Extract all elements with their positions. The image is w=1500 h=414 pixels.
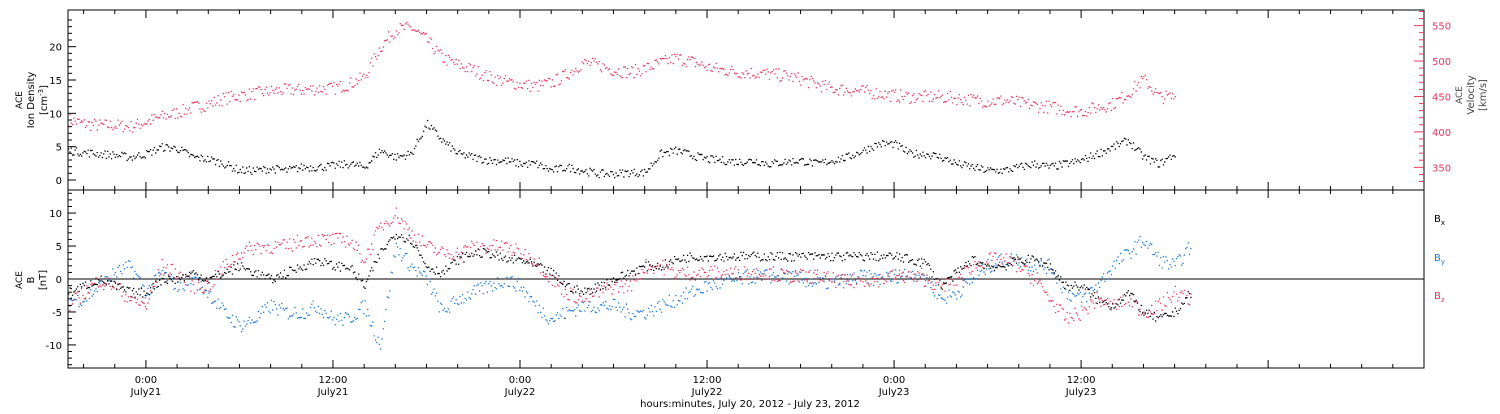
top-left-ylabel-unit: [cm [39, 96, 50, 115]
top-left-ylabel-close: ] [39, 85, 50, 89]
bottom-left-tick-label: -10 [46, 341, 62, 352]
top-left-ylabel: ACE Ion Density [cm-3] [15, 72, 50, 129]
axis-ticks: 05101520350400450500550-10-505100:00July… [46, 10, 1451, 398]
density-points [68, 119, 1176, 179]
top-right-ylabel-line2: Velocity [1466, 75, 1477, 114]
top-right-tick-label: 550 [1432, 22, 1451, 33]
x-tick-date-label: July21 [317, 387, 349, 398]
bottom-left-ylabel: ACE B [nT] [15, 270, 49, 290]
bottom-left-tick-label: 5 [56, 242, 62, 253]
bottom-left-ylabel-line3: [nT] [38, 270, 49, 290]
legend-bz: Bz [1434, 291, 1445, 304]
legend-bx: Bx [1434, 214, 1445, 227]
x-tick-date-label: July23 [1065, 387, 1097, 398]
x-tick-time-label: 12:00 [319, 375, 348, 386]
x-tick-date-label: July23 [878, 387, 910, 398]
legend-by-base: B [1434, 253, 1441, 264]
bz-points [68, 207, 1192, 324]
top-right-tick-label: 500 [1432, 57, 1451, 68]
top-left-ylabel-line2: Ion Density [26, 72, 37, 129]
legend-by-sub: y [1441, 258, 1445, 266]
bottom-left-tick-label: 10 [49, 209, 62, 220]
x-tick-time-label: 12:00 [693, 375, 722, 386]
b-legend: Bx By Bz [1434, 214, 1445, 304]
bx-points [68, 233, 1192, 322]
top-right-tick-label: 400 [1432, 128, 1451, 139]
top-right-ylabel: ACE Velocity [km/s] [1455, 75, 1489, 114]
top-right-tick-label: 350 [1432, 163, 1451, 174]
top-panel-series [68, 21, 1176, 179]
legend-bx-base: B [1434, 214, 1441, 225]
top-right-tick-label: 450 [1432, 92, 1451, 103]
top-left-ylabel-line1: ACE [15, 91, 25, 109]
legend-by: By [1434, 253, 1445, 266]
bottom-left-ylabel-line1: ACE [15, 271, 25, 289]
top-right-ylabel-line3: [km/s] [1478, 79, 1489, 111]
velocity-points [68, 21, 1176, 133]
x-tick-time-label: 0:00 [509, 375, 531, 386]
x-tick-date-label: July22 [691, 387, 723, 398]
top-left-tick-label: 10 [49, 109, 62, 120]
x-tick-time-label: 0:00 [135, 375, 157, 386]
top-left-tick-label: 15 [49, 76, 62, 87]
top-left-tick-label: 5 [56, 143, 62, 154]
legend-bx-sub: x [1441, 219, 1445, 227]
top-left-tick-label: 0 [56, 176, 62, 187]
top-left-ylabel-exp: -3 [37, 89, 45, 96]
legend-bz-sub: z [1441, 296, 1445, 304]
x-axis-title: hours:minutes, July 20, 2012 - July 23, … [640, 399, 860, 410]
top-left-ylabel-line3: [cm-3] [37, 85, 50, 115]
bottom-left-tick-label: -5 [52, 308, 62, 319]
top-right-ylabel-line1: ACE [1455, 86, 1465, 104]
x-tick-time-label: 12:00 [1067, 375, 1096, 386]
legend-bz-base: B [1434, 291, 1441, 302]
x-tick-date-label: July22 [504, 387, 536, 398]
x-tick-date-label: July21 [130, 387, 162, 398]
x-tick-time-label: 0:00 [883, 375, 905, 386]
bottom-left-tick-label: 0 [56, 275, 62, 286]
bottom-left-ylabel-line2: B [26, 276, 37, 283]
bottom-panel-series [68, 207, 1424, 350]
by-points [68, 235, 1192, 350]
top-left-tick-label: 20 [49, 43, 62, 54]
